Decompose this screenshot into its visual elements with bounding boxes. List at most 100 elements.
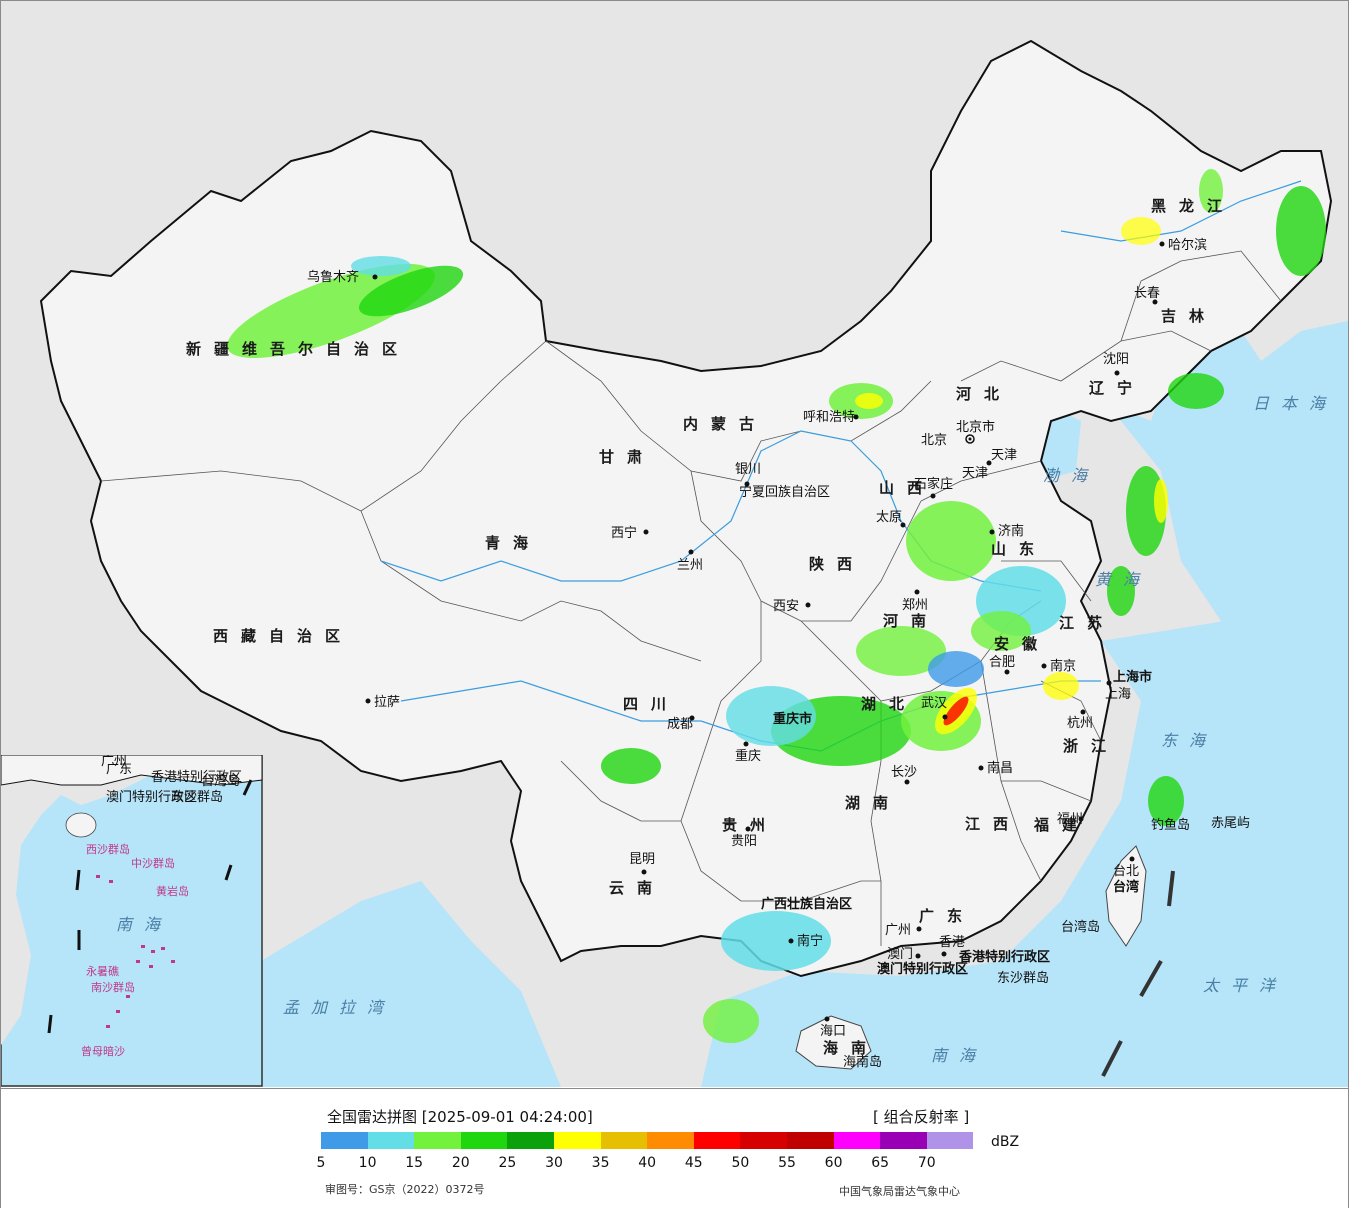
province-label: 宁夏回族自治区 bbox=[739, 484, 830, 500]
city-label: 兰州 bbox=[677, 558, 703, 573]
color-swatch bbox=[414, 1132, 461, 1149]
sea-label: 黄海 bbox=[1095, 570, 1151, 589]
province-label: 福建 bbox=[1033, 816, 1090, 834]
sea-label: 渤海 bbox=[1043, 466, 1099, 485]
color-swatch bbox=[786, 1132, 834, 1149]
province-label: 西藏自治区 bbox=[213, 627, 353, 645]
city-label: 西宁 bbox=[611, 525, 637, 541]
city-label: 哈尔滨 bbox=[1168, 237, 1207, 253]
province-label: 上海市 bbox=[1113, 669, 1152, 685]
province-label: 湖北 bbox=[861, 695, 917, 713]
inset-label: 西沙群岛 bbox=[86, 842, 130, 856]
province-label: 内蒙古 bbox=[683, 415, 767, 433]
province-label: 新疆维吾尔自治区 bbox=[186, 340, 410, 358]
city-label: 上海 bbox=[1105, 687, 1131, 702]
city-label: 呼和浩特 bbox=[803, 410, 855, 425]
island-label: 赤尾屿 bbox=[1211, 816, 1250, 831]
city-label: 武汉 bbox=[921, 696, 947, 711]
color-swatch bbox=[321, 1132, 368, 1149]
scale-tick-label: 5 bbox=[316, 1155, 326, 1171]
inset-label: 澳门特别行政区 bbox=[106, 789, 197, 805]
color-swatch bbox=[926, 1132, 974, 1149]
color-swatch bbox=[553, 1132, 601, 1149]
province-label: 北京市 bbox=[956, 419, 995, 435]
maritime-boundary-dashes bbox=[1101, 870, 1175, 1077]
color-scale-ticks: 5 10 15 20 25 30 35 40 45 50 55 60 65 70 bbox=[301, 1155, 961, 1173]
bay-of-bengal bbox=[261, 881, 561, 1087]
scale-tick-label: 70 bbox=[917, 1155, 936, 1171]
city-label: 长沙 bbox=[891, 765, 917, 780]
scale-tick-label: 45 bbox=[684, 1155, 703, 1171]
province-label: 江苏 bbox=[1059, 614, 1115, 632]
scale-tick-label: 30 bbox=[545, 1155, 563, 1171]
city-label: 福州 bbox=[1057, 812, 1083, 827]
color-swatch bbox=[880, 1132, 927, 1149]
scale-tick-label: 40 bbox=[638, 1155, 657, 1171]
inset-label: 东沙群岛 bbox=[171, 789, 223, 805]
inset-label: 广州 bbox=[101, 755, 127, 769]
province-label: 吉林 bbox=[1161, 307, 1217, 325]
pacific-sea bbox=[701, 601, 1348, 1087]
radar-map[interactable]: 新疆维吾尔自治区 西藏自治区 青海 甘肃 内蒙古 黑龙江 吉林 辽宁 河北 山西… bbox=[1, 1, 1348, 1087]
city-label: 海口 bbox=[820, 1024, 846, 1039]
province-label: 湖南 bbox=[845, 794, 901, 812]
product-label: [ 组合反射率 ] bbox=[873, 1108, 970, 1126]
sea-labels: 日本海 渤海 黄海 东海 太平洋 南海 孟加拉湾 bbox=[283, 394, 1337, 1065]
city-label: 重庆 bbox=[735, 748, 761, 764]
scale-tick-label: 20 bbox=[451, 1155, 470, 1171]
city-label: 银川 bbox=[735, 462, 761, 477]
radar-echoes bbox=[227, 169, 1326, 1043]
scale-tick-label: 50 bbox=[731, 1155, 750, 1171]
color-swatch bbox=[647, 1132, 694, 1149]
province-label: 广西壮族自治区 bbox=[761, 896, 852, 912]
island-label: 钓鱼岛 bbox=[1151, 817, 1190, 833]
inset-label: 南海 bbox=[116, 915, 172, 934]
province-label: 四川 bbox=[623, 695, 679, 713]
city-label: 南昌 bbox=[987, 760, 1013, 776]
inset-label: 台湾岛 bbox=[201, 773, 240, 789]
province-label: 山东 bbox=[991, 540, 1047, 558]
province-label: 江西 bbox=[965, 815, 1021, 833]
city-label: 杭州 bbox=[1067, 716, 1093, 731]
province-label: 陕西 bbox=[809, 555, 865, 573]
scale-tick-label: 25 bbox=[498, 1155, 517, 1171]
city-label: 石家庄 bbox=[914, 476, 953, 492]
color-swatch bbox=[693, 1132, 741, 1149]
sea-label: 日本海 bbox=[1253, 394, 1337, 413]
inset-label: 香港特别行政区 bbox=[151, 770, 242, 785]
city-label: 太原 bbox=[876, 510, 902, 525]
province-label: 贵州 bbox=[722, 816, 778, 834]
province-label: 广东 bbox=[919, 907, 975, 925]
city-label: 合肥 bbox=[989, 655, 1015, 670]
scale-tick-label: 35 bbox=[591, 1155, 610, 1171]
province-label: 云南 bbox=[609, 879, 665, 897]
city-label: 西安 bbox=[773, 599, 799, 614]
city-label: 拉萨 bbox=[374, 695, 400, 710]
island-label: 海南岛 bbox=[843, 1054, 882, 1070]
province-label: 黑龙江 bbox=[1151, 197, 1235, 215]
city-label: 广州 bbox=[885, 923, 911, 938]
color-swatch bbox=[367, 1132, 415, 1149]
island-label: 台湾岛 bbox=[1061, 919, 1100, 935]
inset-label: 黄岩岛 bbox=[156, 884, 189, 898]
province-label: 安徽 bbox=[994, 635, 1050, 653]
island-labels: 钓鱼岛 赤尾屿 台湾岛 东沙群岛 海南岛 bbox=[843, 816, 1250, 1070]
city-label: 沈阳 bbox=[1103, 352, 1129, 367]
province-label: 天津 bbox=[991, 448, 1017, 463]
province-label: 浙江 bbox=[1063, 737, 1119, 755]
province-label: 河北 bbox=[956, 385, 1012, 403]
color-swatch bbox=[740, 1132, 787, 1149]
province-label: 青海 bbox=[485, 534, 541, 552]
province-label: 甘肃 bbox=[599, 448, 655, 466]
city-label: 南宁 bbox=[797, 933, 823, 949]
city-label: 南京 bbox=[1050, 658, 1076, 674]
city-label: 济南 bbox=[998, 523, 1024, 539]
legend-title: 全国雷达拼图 [2025-09-01 04:24:00] bbox=[327, 1108, 593, 1126]
sea-label: 南海 bbox=[931, 1046, 987, 1065]
city-label: 昆明 bbox=[629, 852, 655, 867]
province-label: 台湾 bbox=[1113, 879, 1139, 895]
inset-label: 广东 bbox=[106, 762, 132, 777]
legend-panel: 全国雷达拼图 [2025-09-01 04:24:00] [ 组合反射率 ] 5… bbox=[1, 1088, 1348, 1208]
inset-label: 永暑礁 bbox=[86, 964, 119, 978]
inset-label: 南沙群岛 bbox=[91, 980, 135, 994]
